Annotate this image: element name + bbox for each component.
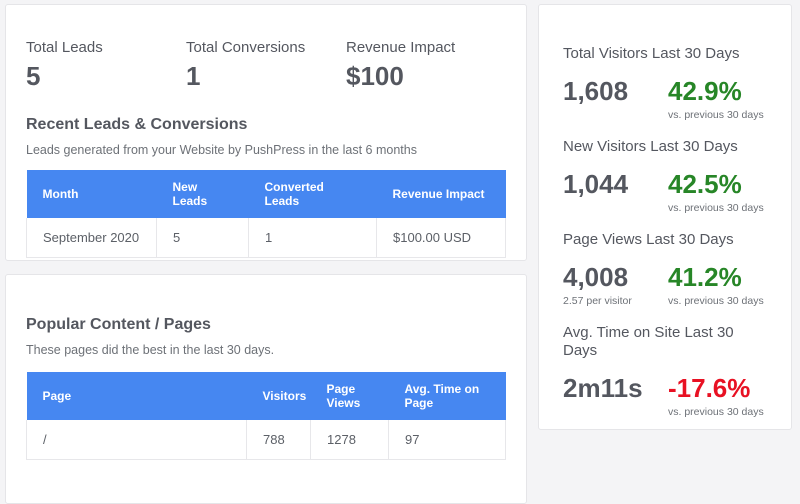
page-views-change: 41.2% bbox=[668, 262, 742, 292]
pages-table-header: Page Visitors Page Views Avg. Time on Pa… bbox=[26, 372, 506, 420]
recent-leads-title: Recent Leads & Conversions bbox=[26, 116, 248, 133]
total-visitors-change: 42.9% bbox=[668, 76, 742, 106]
new-visitors-change: 42.5% bbox=[668, 169, 742, 199]
cell-converted-leads: 1 bbox=[248, 218, 377, 258]
total-leads-stat: Total Leads 5 bbox=[26, 39, 186, 91]
revenue-impact-stat: Revenue Impact $100 bbox=[346, 39, 506, 91]
table-row: September 2020 5 1 $100.00 USD bbox=[26, 218, 506, 258]
recent-leads-subtitle: Leads generated from your Website by Pus… bbox=[26, 143, 417, 157]
leads-table: Month New Leads Converted Leads Revenue … bbox=[26, 170, 506, 258]
total-visitors-note: vs. previous 30 days bbox=[668, 109, 764, 121]
page-views-metric: Page Views Last 30 Days 4,008 2.57 per v… bbox=[563, 231, 767, 308]
total-visitors-value: 1,608 bbox=[563, 76, 629, 106]
total-leads-label: Total Leads bbox=[26, 39, 103, 56]
summary-stats-row: Total Leads 5 Total Conversions 1 Revenu… bbox=[26, 39, 506, 91]
avg-time-label: Avg. Time on Site Last 30 Days bbox=[563, 324, 734, 359]
leads-col-converted-leads: Converted Leads bbox=[248, 170, 377, 218]
avg-time-note: vs. previous 30 days bbox=[668, 406, 764, 418]
total-conversions-value: 1 bbox=[186, 61, 201, 91]
leads-col-revenue-impact: Revenue Impact bbox=[376, 170, 506, 218]
page-views-value: 4,008 bbox=[563, 262, 629, 292]
pages-col-visitors: Visitors bbox=[246, 372, 311, 420]
new-visitors-metric: New Visitors Last 30 Days 1,044 42.5% vs… bbox=[563, 138, 767, 215]
leads-col-month: Month bbox=[26, 170, 157, 218]
visitors-metrics-card: Total Visitors Last 30 Days 1,608 42.9% … bbox=[538, 4, 792, 430]
page-views-note: vs. previous 30 days bbox=[668, 295, 764, 307]
revenue-impact-value: $100 bbox=[346, 61, 404, 91]
total-leads-value: 5 bbox=[26, 61, 41, 91]
cell-month: September 2020 bbox=[26, 218, 157, 258]
popular-content-title: Popular Content / Pages bbox=[26, 316, 211, 333]
avg-time-value: 2m11s bbox=[563, 373, 643, 403]
new-visitors-note: vs. previous 30 days bbox=[668, 202, 764, 214]
cell-new-leads: 5 bbox=[156, 218, 249, 258]
cell-avg-time: 97 bbox=[388, 420, 506, 460]
cell-revenue-impact: $100.00 USD bbox=[376, 218, 506, 258]
new-visitors-value: 1,044 bbox=[563, 169, 629, 199]
pages-table: Page Visitors Page Views Avg. Time on Pa… bbox=[26, 372, 506, 460]
table-row: / 788 1278 97 bbox=[26, 420, 506, 460]
pages-col-page-views: Page Views bbox=[310, 372, 389, 420]
page-views-label: Page Views Last 30 Days bbox=[563, 231, 734, 248]
cell-visitors: 788 bbox=[246, 420, 311, 460]
pages-col-avg-time: Avg. Time on Page bbox=[388, 372, 506, 420]
leads-col-new-leads: New Leads bbox=[156, 170, 249, 218]
revenue-impact-label: Revenue Impact bbox=[346, 39, 456, 56]
cell-page: / bbox=[26, 420, 247, 460]
total-visitors-label: Total Visitors Last 30 Days bbox=[563, 45, 740, 62]
pages-col-page: Page bbox=[26, 372, 247, 420]
leads-conversions-card: Total Leads 5 Total Conversions 1 Revenu… bbox=[5, 4, 527, 261]
page-views-subvalue: 2.57 per visitor bbox=[563, 295, 632, 307]
total-conversions-label: Total Conversions bbox=[186, 39, 306, 56]
popular-content-subtitle: These pages did the best in the last 30 … bbox=[26, 343, 275, 357]
avg-time-change: -17.6% bbox=[668, 373, 751, 403]
cell-page-views: 1278 bbox=[310, 420, 389, 460]
avg-time-metric: Avg. Time on Site Last 30 Days 2m11s -17… bbox=[563, 324, 767, 419]
total-visitors-metric: Total Visitors Last 30 Days 1,608 42.9% … bbox=[563, 45, 767, 122]
new-visitors-label: New Visitors Last 30 Days bbox=[563, 138, 738, 155]
total-conversions-stat: Total Conversions 1 bbox=[186, 39, 346, 91]
popular-content-card: Popular Content / Pages These pages did … bbox=[5, 274, 527, 504]
leads-table-header: Month New Leads Converted Leads Revenue … bbox=[26, 170, 506, 218]
